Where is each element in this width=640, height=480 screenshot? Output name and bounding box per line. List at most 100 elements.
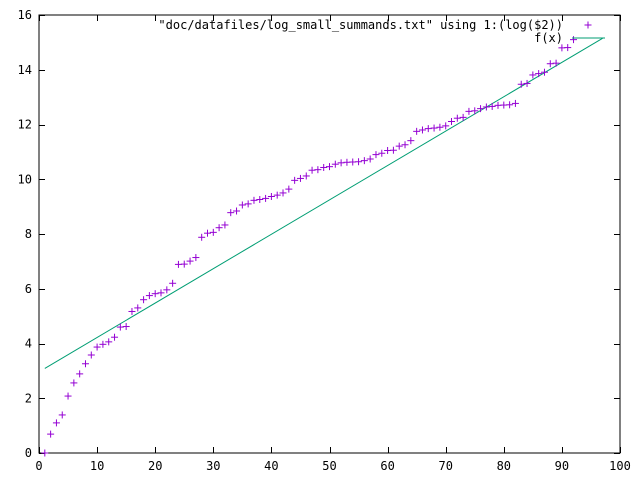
plot-frame	[38, 14, 621, 454]
x-tick-label: 80	[497, 459, 511, 473]
data-point	[471, 107, 479, 115]
data-point	[180, 260, 188, 268]
data-point	[430, 124, 438, 132]
data-point	[511, 99, 519, 107]
data-point	[128, 307, 136, 315]
data-point	[453, 114, 461, 122]
x-tick-label: 50	[322, 459, 336, 473]
data-point	[140, 296, 148, 304]
data-point	[267, 192, 275, 200]
x-tick-label: 70	[438, 459, 452, 473]
data-point	[331, 160, 339, 168]
data-point	[227, 209, 235, 217]
legend: "doc/datafiles/log_small_summands.txt" u…	[158, 18, 605, 45]
data-point	[64, 392, 72, 400]
data-point	[47, 430, 55, 438]
data-point	[122, 323, 130, 331]
data-point	[145, 292, 153, 300]
plot-border	[38, 14, 621, 454]
data-point	[169, 279, 177, 287]
data-point	[552, 59, 560, 67]
data-point	[262, 194, 270, 202]
data-point	[157, 289, 165, 297]
y-tick-label: 0	[25, 446, 32, 460]
data-point	[389, 146, 397, 154]
y-tick-label: 8	[25, 227, 32, 241]
data-point	[355, 158, 363, 166]
data-point	[233, 207, 241, 215]
data-point	[360, 157, 368, 165]
data-point	[413, 127, 421, 135]
x-tick-label: 90	[555, 459, 569, 473]
data-point	[529, 71, 537, 79]
data-point	[314, 166, 322, 174]
data-point	[58, 411, 66, 419]
data-point	[448, 117, 456, 125]
data-point	[238, 201, 246, 209]
data-point	[116, 323, 124, 331]
data-point	[477, 105, 485, 113]
y-tick-label: 4	[25, 337, 32, 351]
axis-ticks: 0 10 20 30 40 50 60 70 80 90 100 0 2 4 6 8 10 12 14 16	[18, 8, 631, 473]
data-point	[244, 200, 252, 208]
data-point	[105, 338, 113, 346]
data-point	[81, 360, 89, 368]
data-point	[221, 221, 229, 229]
data-point	[535, 70, 543, 78]
data-point	[570, 36, 578, 44]
data-point	[482, 103, 490, 111]
data-point	[523, 79, 531, 87]
data-point	[424, 125, 432, 133]
x-tick-label: 0	[35, 459, 42, 473]
data-point	[291, 176, 299, 184]
data-point	[372, 151, 380, 159]
data-point	[215, 224, 223, 232]
y-tick-label: 14	[18, 63, 32, 77]
data-point	[465, 107, 473, 115]
data-point	[436, 123, 444, 131]
data-point	[564, 44, 572, 52]
data-point	[93, 343, 101, 351]
legend-marker-data	[584, 21, 592, 29]
data-point	[296, 174, 304, 182]
data-point	[279, 189, 287, 197]
data-point	[186, 257, 194, 265]
data-point	[326, 163, 333, 171]
data-point	[76, 370, 84, 378]
data-point	[337, 159, 345, 167]
y-tick-label: 2	[25, 391, 32, 405]
x-tick-label: 40	[264, 459, 278, 473]
legend-label-data: "doc/datafiles/log_small_summands.txt" u…	[158, 18, 563, 32]
data-point	[151, 290, 159, 298]
data-point	[198, 233, 206, 241]
data-point	[209, 228, 217, 236]
data-point	[540, 68, 548, 76]
data-points-series	[41, 36, 578, 457]
y-tick-label: 16	[18, 8, 32, 22]
data-point	[52, 419, 60, 427]
data-point	[308, 166, 316, 174]
data-point	[163, 286, 171, 294]
fit-line-series	[44, 37, 603, 369]
legend-label-fit: f(x)	[534, 31, 563, 45]
data-point	[320, 163, 328, 171]
data-point	[99, 340, 107, 348]
data-point	[203, 229, 211, 237]
data-point	[256, 196, 264, 204]
x-tick-label: 10	[90, 459, 104, 473]
data-point	[70, 379, 78, 387]
data-point	[517, 80, 525, 88]
data-point	[546, 60, 554, 68]
data-point	[459, 113, 467, 121]
x-tick-label: 30	[206, 459, 220, 473]
data-point	[401, 141, 409, 149]
x-tick-label: 100	[609, 459, 631, 473]
y-tick-label: 6	[25, 282, 32, 296]
data-point	[285, 185, 293, 193]
fit-line	[44, 37, 603, 369]
x-tick-label: 60	[380, 459, 394, 473]
data-point	[442, 122, 450, 130]
data-point	[250, 196, 258, 204]
data-point	[41, 449, 49, 457]
